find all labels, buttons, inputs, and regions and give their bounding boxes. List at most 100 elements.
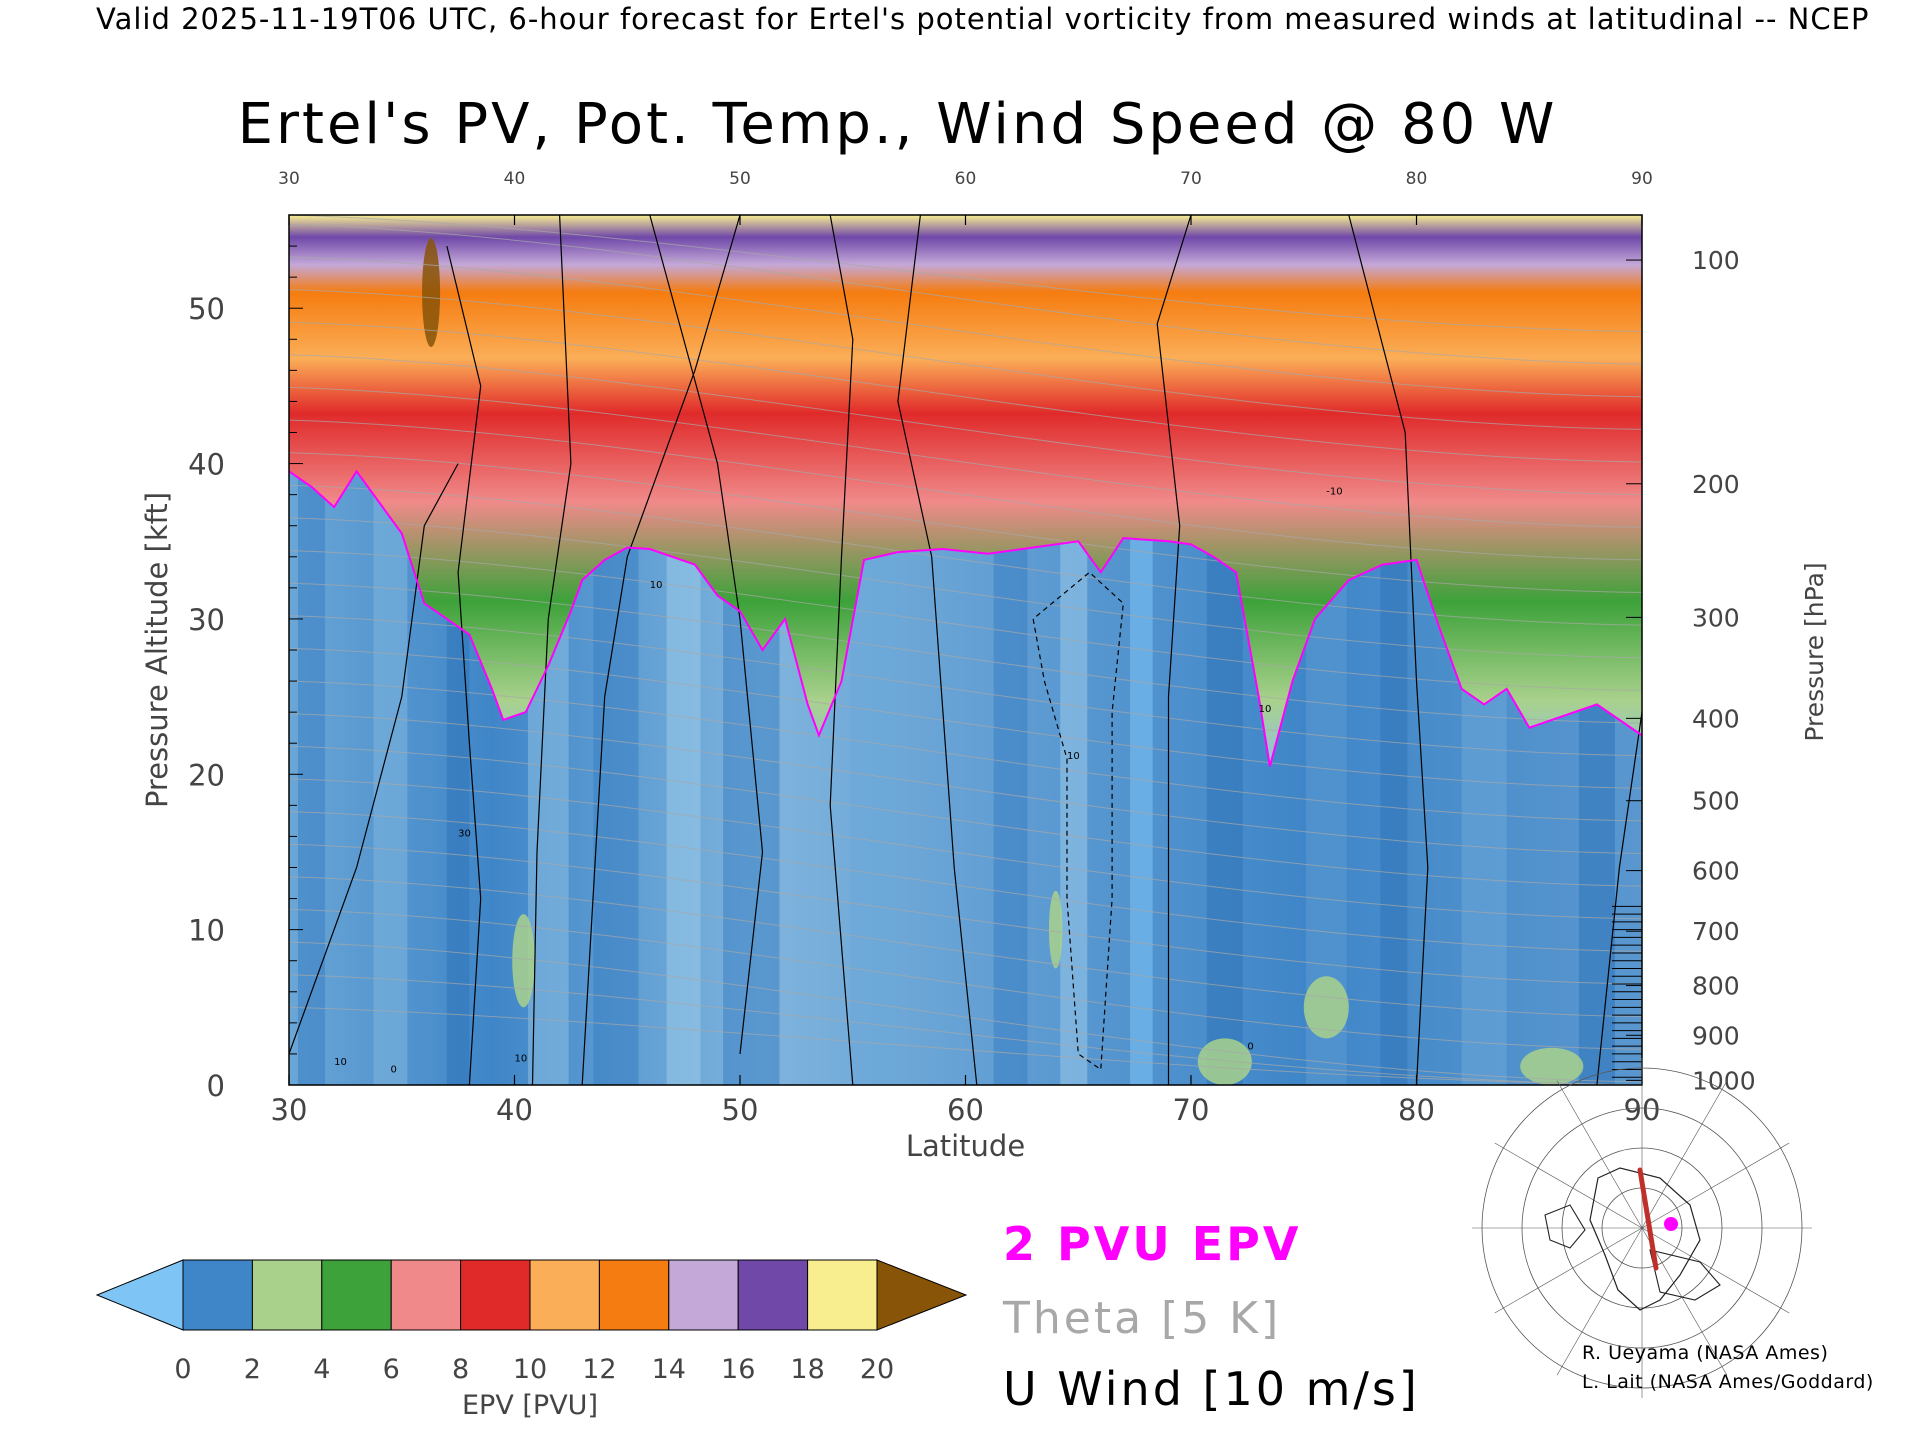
colorbar-swatch <box>460 1259 531 1331</box>
y-tick-label: 40 <box>188 448 225 482</box>
wind-contour <box>1156 215 1192 1085</box>
theta-contour <box>289 941 1642 1083</box>
meridian-line <box>1556 1227 1643 1376</box>
theta-contour <box>289 517 1642 659</box>
x-tick-label: 40 <box>496 1093 533 1127</box>
wind-contour-label: -10 <box>1326 487 1342 498</box>
theta-contour <box>289 452 1642 593</box>
colorbar-swatch <box>321 1259 392 1331</box>
colorbar-tick-label: 18 <box>790 1354 824 1385</box>
colorbar-over-triangle <box>876 1259 968 1331</box>
y-tick-label: 30 <box>188 603 225 637</box>
y-axis-label: Pressure Altitude [kft] <box>140 492 174 808</box>
coastline <box>1544 1204 1586 1249</box>
pv-anomaly <box>1197 1038 1252 1085</box>
pressure-tick-label: 200 <box>1692 470 1740 499</box>
wind-contour <box>897 215 978 1085</box>
colorbar-tick-label: 4 <box>313 1354 330 1385</box>
theta-contour <box>289 215 1642 332</box>
theta-contour <box>289 778 1642 920</box>
x-tick-label: 50 <box>722 1093 759 1127</box>
theta-contour <box>289 550 1642 691</box>
colorbar-tick-label: 2 <box>244 1354 261 1385</box>
theta-contour <box>289 615 1642 757</box>
chart-title: Ertel's PV, Pot. Temp., Wind Speed @ 80 … <box>0 92 1920 157</box>
legend-entry: U Wind [10 m/s] <box>1003 1362 1420 1416</box>
colorbar: 0 2 4 6 8 10 12 14 16 18 20 EPV [PVU] <box>95 1259 968 1421</box>
colorbar-swatch <box>598 1259 670 1331</box>
x-tick-label-top: 30 <box>278 169 300 189</box>
colorbar-swatch <box>807 1259 878 1331</box>
wind-contour-label: 30 <box>458 828 471 839</box>
plot-area: 10 30 0 10 10 10 0 10 -10 <box>289 215 1642 1085</box>
wind-contour <box>649 215 764 1054</box>
meridian-line <box>1556 1080 1643 1229</box>
colorbar-tick-label: 12 <box>582 1354 616 1385</box>
pressure-tick-label: 800 <box>1692 972 1740 1001</box>
y-tick-label: 10 <box>188 914 225 948</box>
legend-entry: 2 PVU EPV <box>1003 1217 1301 1271</box>
wind-contour <box>289 463 459 1055</box>
pressure-tick-label: 300 <box>1692 603 1740 632</box>
y-tick-label: 20 <box>188 758 225 792</box>
wind-contour <box>531 215 572 1085</box>
colorbar-under-triangle <box>95 1259 184 1331</box>
credit-line-2: L. Lait (NASA Ames/Goddard) <box>1582 1371 1874 1393</box>
theta-contour <box>289 582 1642 724</box>
wind-contour <box>1596 712 1642 1085</box>
right-axis-label: Pressure [hPa] <box>1800 562 1829 741</box>
wind-contour-label: 10 <box>1259 704 1272 715</box>
meridian-line <box>1641 1142 1790 1229</box>
theta-contour <box>289 354 1642 496</box>
colorbar-tick-label: 10 <box>513 1354 547 1385</box>
wind-contour-label: 0 <box>390 1065 396 1076</box>
pv-anomaly <box>1048 890 1063 969</box>
meridian-line <box>1641 1227 1728 1376</box>
meridian-line <box>1494 1142 1643 1229</box>
colorbar-swatch <box>737 1259 809 1331</box>
x-tick-label-top: 70 <box>1180 169 1202 189</box>
meridian-line <box>1494 1227 1643 1314</box>
location-marker <box>1664 1217 1678 1231</box>
x-tick-label-top: 80 <box>1406 169 1428 189</box>
y-tick-label: 0 <box>207 1069 225 1103</box>
pressure-tick-label: 100 <box>1692 246 1740 275</box>
valid-time-header: Valid 2025-11-19T06 UTC, 6-hour forecast… <box>96 2 1870 36</box>
pressure-tick-label: 900 <box>1692 1021 1740 1050</box>
pressure-tick-label: 400 <box>1692 704 1740 733</box>
legend: 2 PVU EPV Theta [5 K] U Wind [10 m/s] <box>1002 1217 1420 1416</box>
legend-entry: Theta [5 K] <box>1002 1293 1281 1344</box>
colorbar-tick-label: 6 <box>383 1354 400 1385</box>
colorbar-tick-label: 0 <box>174 1354 191 1385</box>
theta-contour <box>289 321 1642 463</box>
x-tick-label-top: 90 <box>1631 169 1653 189</box>
theta-contour <box>289 647 1642 789</box>
colorbar-tick-label: 14 <box>652 1354 686 1385</box>
wind-contour <box>581 215 741 1085</box>
pv-anomaly <box>512 914 535 1008</box>
theta-contour <box>289 974 1642 1085</box>
coastline <box>1589 1167 1701 1311</box>
wind-contour-label: 10 <box>650 580 663 591</box>
colorbar-swatch <box>182 1259 253 1331</box>
y-tick-label: 50 <box>188 292 225 326</box>
colorbar-label: EPV [PVU] <box>462 1390 598 1421</box>
colorbar-tick-label: 16 <box>721 1354 755 1385</box>
theta-contour <box>289 484 1642 626</box>
colorbar-tick-label: 20 <box>860 1354 894 1385</box>
theta-contour <box>289 419 1642 561</box>
theta-contour <box>289 876 1642 1018</box>
colorbar-swatch <box>668 1259 739 1331</box>
theta-contour <box>289 289 1642 430</box>
inset-map <box>1472 1058 1812 1398</box>
pv-anomaly <box>1303 976 1349 1039</box>
wind-contour-negative <box>1032 571 1124 1071</box>
pressure-tick-label: 600 <box>1692 857 1740 886</box>
wind-contour-label: 10 <box>515 1054 528 1065</box>
colorbar-tick-label: 8 <box>452 1354 469 1385</box>
colorbar-swatch <box>390 1259 462 1331</box>
x-tick-label-top: 40 <box>504 169 526 189</box>
section-line <box>1637 1167 1659 1271</box>
